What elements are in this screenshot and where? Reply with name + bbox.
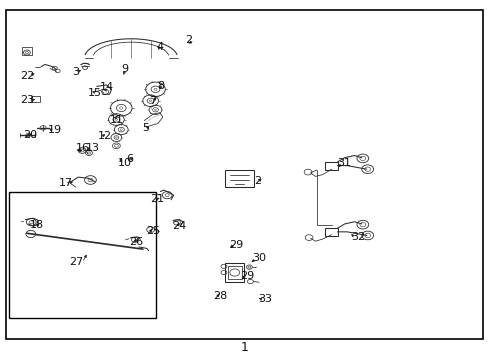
Text: 30: 30: [251, 253, 265, 264]
Text: 10: 10: [117, 158, 131, 168]
Text: 4: 4: [156, 42, 163, 52]
Text: 14: 14: [100, 82, 114, 92]
Text: 13: 13: [85, 143, 100, 153]
Text: 16: 16: [76, 143, 90, 153]
Text: 27: 27: [69, 257, 83, 267]
Text: 3: 3: [72, 67, 79, 77]
Text: 29: 29: [240, 271, 254, 282]
Text: 15: 15: [88, 88, 102, 98]
Text: 11: 11: [110, 114, 124, 125]
Text: 9: 9: [121, 64, 128, 74]
Text: 12: 12: [98, 131, 112, 141]
Text: 24: 24: [172, 221, 186, 231]
Text: 32: 32: [350, 232, 365, 242]
Text: 6: 6: [126, 154, 133, 164]
Text: 1: 1: [240, 341, 248, 354]
Text: 33: 33: [258, 294, 272, 304]
Text: 2: 2: [184, 35, 192, 45]
Text: 31: 31: [337, 158, 351, 168]
Text: 2: 2: [254, 176, 261, 186]
Text: 26: 26: [129, 237, 143, 247]
Text: 5: 5: [142, 123, 148, 133]
Bar: [9, 192, 155, 318]
Text: 21: 21: [150, 194, 164, 204]
Circle shape: [25, 51, 28, 54]
Text: 28: 28: [212, 291, 226, 301]
Text: 7: 7: [149, 96, 156, 106]
Text: 29: 29: [228, 240, 243, 250]
Text: 25: 25: [145, 226, 160, 236]
Text: 23: 23: [20, 95, 35, 105]
Text: 17: 17: [59, 178, 73, 188]
Text: 18: 18: [30, 220, 44, 230]
Text: 22: 22: [20, 71, 35, 81]
Text: 20: 20: [23, 130, 38, 140]
Text: 19: 19: [48, 125, 62, 135]
Text: 8: 8: [157, 81, 164, 91]
